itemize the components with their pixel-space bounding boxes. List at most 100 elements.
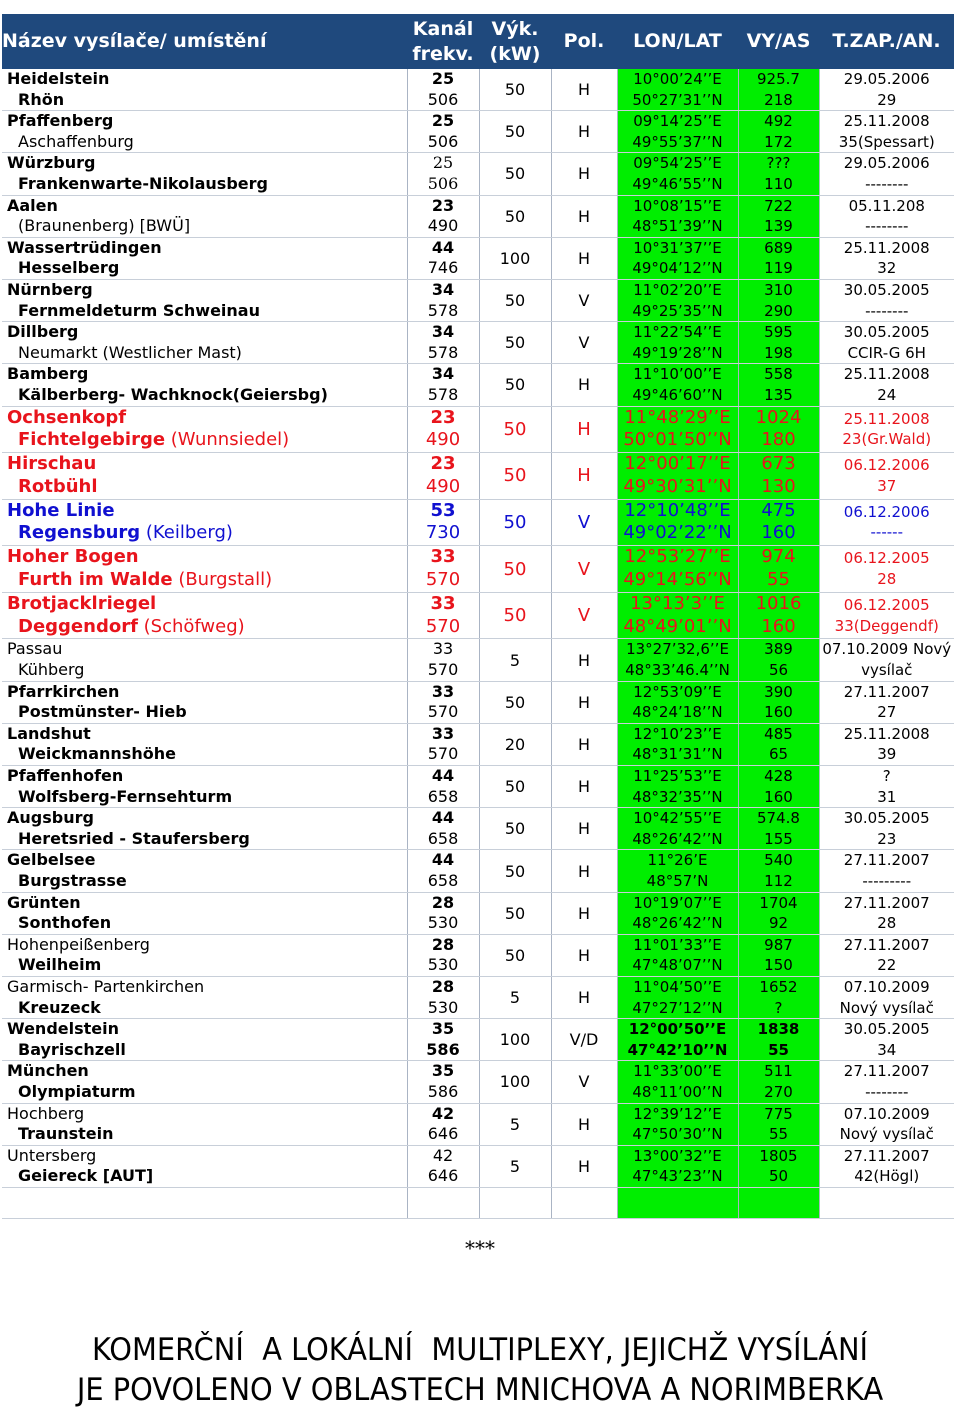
station-location: Regensburg (Keilberg) (7, 522, 407, 544)
height-cell: 1838 55 (737, 1018, 819, 1062)
polarization-cell: V/D (550, 1018, 617, 1062)
latitude: 49°55’37’’N (632, 132, 723, 151)
channel-frequency: 658 (427, 871, 459, 890)
polarization-cell: H (550, 723, 617, 767)
station-location: Neumarkt (Westlicher Mast) (18, 342, 242, 362)
latitude: 49°04’12’’N (632, 259, 723, 278)
footer-heading: KOMERČNÍ A LOKÁLNÍ MULTIPLEXY, JEJICHŽ V… (34, 1330, 927, 1410)
latitude: 49°46’55’’N (632, 174, 723, 193)
start-cell: 29.05.2006 -------- (818, 152, 954, 196)
start-cell: 27.11.2007 28 (818, 892, 954, 935)
polarization-cell: V (550, 545, 617, 593)
station-location: Kälberberg- Wachknock(Geiersbg) (18, 384, 328, 404)
table-row: Pfaffenhofen Wolfsberg-Fernsehturm 44 658 50… (2, 765, 954, 809)
power-cell: 50 (478, 406, 551, 454)
start-note: 22 (877, 956, 897, 975)
start-cell: 27.11.2007 22 (818, 934, 954, 977)
power-cell: 5 (478, 976, 551, 1020)
station-name-cell: Hoher Bogen Furth im Walde (Burgstall) (2, 545, 407, 593)
channel-frequency: 530 (427, 913, 459, 933)
altitude: 722 (764, 196, 793, 215)
coordinates-cell: 12°53’09’’E 48°24’18’’N (616, 681, 738, 724)
latitude: 47°42’10’’N (627, 1040, 728, 1059)
coordinates-cell: 12°10’48’’E 49°02’22’’N (616, 499, 738, 547)
station-name-cell: Brotjacklriegel Deggendorf (Schöfweg) (2, 592, 407, 640)
start-cell: 25.11.2008 39 (818, 723, 954, 767)
channel-number: 25 (431, 111, 455, 131)
start-cell: 27.11.2007 42(Högl) (818, 1145, 954, 1188)
longitude: 10°00’24’’E (633, 70, 722, 88)
station-name-cell: Hirschau Rotbühl (2, 452, 407, 500)
channel-cell: 34 578 (406, 279, 479, 323)
channel-cell: 34 578 (406, 321, 479, 365)
power-cell: 50 (478, 934, 551, 977)
longitude: 11°02’20’’E (633, 280, 722, 299)
start-cell: 27.11.2007 -------- (818, 1060, 954, 1104)
altitude: 689 (764, 238, 793, 257)
station-name: Gelbelsee (7, 850, 96, 870)
coordinates-cell: 12°10’23’’E 48°31’31’’N (616, 723, 738, 767)
coordinates-cell: 11°22’54’’E 49°19’28’’N (616, 321, 738, 365)
polarization-cell: H (550, 363, 617, 407)
station-name: Würzburg (7, 153, 96, 173)
polarization-cell: H (550, 1103, 617, 1146)
start-cell: 06.12.2006 37 (818, 452, 954, 500)
polarization-cell: H (550, 849, 617, 893)
channel-frequency: 746 (427, 258, 459, 278)
channel-number: 53 (430, 499, 456, 521)
power-cell: 100 (478, 237, 551, 280)
table-row: Grünten Sonthofen 28 530 50 H 10°19’07’’E 48°26… (2, 892, 954, 935)
start-date: 30.05.2005 (843, 809, 930, 828)
station-name: Garmisch- Partenkirchen (7, 976, 205, 996)
empty-cell (2, 1187, 407, 1219)
power-cell: 50 (478, 452, 551, 500)
altitude: 540 (764, 851, 793, 870)
channel-cell: 25 506 (406, 110, 479, 154)
antenna-height: 198 (764, 343, 793, 362)
station-name-cell: Gelbelsee Burgstrasse (2, 849, 407, 893)
power-cell: 50 (478, 499, 551, 547)
location-main: Regensburg (18, 522, 141, 544)
table-row: Dillberg Neumarkt (Westlicher Mast) 34 578 5… (2, 321, 954, 365)
latitude: 49°14’56’’N (623, 569, 732, 591)
channel-number: 33 (430, 546, 456, 568)
empty-cell (550, 1187, 617, 1219)
latitude: 50°01’50’’N (623, 429, 732, 451)
altitude: 1024 (755, 406, 802, 428)
coordinates-cell: 11°33’00’’E 48°11’00’’N (616, 1060, 738, 1104)
latitude: 48°26’42’’N (632, 829, 723, 848)
transmitter-table: Název vysílače/ umístění Kanál frekv. Vý… (2, 14, 954, 1219)
start-date: 30.05.2005 (843, 280, 930, 299)
start-note: 34 (877, 1040, 897, 1059)
header-vyas: VY/AS (738, 14, 819, 69)
power-cell: 100 (478, 1060, 551, 1104)
channel-frequency: 490 (425, 429, 461, 451)
start-note: vysílač (861, 661, 913, 680)
altitude: 1838 (757, 1020, 800, 1039)
channel-cell: 33 570 (406, 545, 479, 593)
height-cell: 689 119 (737, 237, 819, 280)
coordinates-cell: 12°39’12’’E 47°50’30’’N (616, 1103, 738, 1146)
table-row: Hoher Bogen Furth im Walde (Burgstall) 33 5… (2, 545, 954, 593)
coordinates-cell: 10°31’37’’E 49°04’12’’N (616, 237, 738, 280)
height-cell: 475 160 (737, 499, 819, 547)
channel-number: 25 (432, 153, 454, 173)
polarization-cell: V (550, 592, 617, 640)
power-cell: 50 (478, 892, 551, 935)
height-cell: 673 130 (737, 452, 819, 500)
power-cell: 50 (478, 592, 551, 640)
station-name-cell: Pfaffenberg Aschaffenburg (2, 110, 407, 154)
station-name: Hohenpeißenberg (7, 934, 150, 954)
coordinates-cell: 09°54’25’’E 49°46’55’’N (616, 152, 738, 196)
location-detail: (Keilberg) (140, 522, 233, 544)
longitude: 11°48’29’’E (624, 406, 731, 428)
channel-cell: 44 658 (406, 807, 479, 851)
coordinates-cell: 11°25’53’’E 48°32’35’’N (616, 765, 738, 809)
height-cell: 558 135 (737, 363, 819, 407)
longitude: 13°27’32,6’’E (626, 640, 729, 659)
channel-number: 23 (430, 406, 456, 428)
location-main: Fichtelgebirge (18, 429, 166, 451)
table-row: Nürnberg Fernmeldeturm Schweinau 34 578 50 V 1… (2, 279, 954, 323)
start-cell: 29.05.2006 29 (818, 69, 954, 112)
coordinates-cell: 11°26’E 48°57’N (616, 849, 738, 893)
